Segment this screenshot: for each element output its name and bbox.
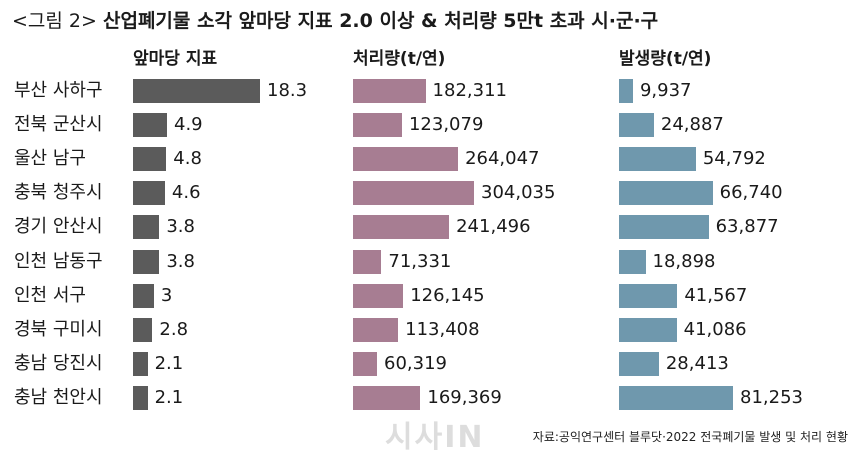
bar (133, 283, 154, 308)
bar (353, 113, 402, 138)
bar (353, 351, 377, 376)
data-label: 126,145 (410, 284, 485, 306)
data-label: 4.8 (173, 148, 202, 170)
bar (619, 215, 709, 240)
bar (133, 351, 148, 376)
data-label: 2.1 (154, 352, 184, 374)
source-note: 자료:공익연구센터 블루닷·2022 전국폐기물 발생 및 처리 현황 (532, 430, 848, 444)
chart-title: <그림 2> 산업폐기물 소각 앞마당 지표 2.0 이상 & 처리량 5만t … (12, 6, 658, 33)
data-label: 2.1 (154, 386, 184, 408)
data-label: 24,887 (660, 114, 724, 136)
bar (353, 385, 421, 410)
bar (619, 385, 733, 410)
data-label: 66,740 (719, 182, 783, 204)
data-label: 2.8 (159, 318, 189, 340)
bar (133, 317, 153, 342)
bar (353, 249, 382, 274)
data-label: 41,567 (684, 284, 748, 306)
bar (619, 113, 654, 138)
bar (619, 351, 659, 376)
series-header: 발생량(t/연) (619, 49, 712, 69)
bar (619, 147, 696, 172)
data-label: 28,413 (665, 352, 729, 374)
data-label: 182,311 (432, 80, 507, 101)
bar (133, 215, 160, 240)
category-label: 충남 천안시 (14, 386, 103, 408)
figure-number: <그림 2> (12, 10, 97, 32)
data-label: 304,035 (481, 182, 556, 204)
category-label: 부산 사하구 (14, 80, 103, 101)
data-label: 81,253 (740, 386, 803, 408)
category-label: 충남 당진시 (14, 352, 103, 374)
data-label: 60,319 (384, 352, 447, 374)
data-label: 41,086 (683, 318, 747, 340)
bar (133, 181, 165, 206)
data-label: 264,047 (465, 148, 540, 170)
category-label: 인천 서구 (14, 284, 86, 306)
bar (619, 181, 713, 206)
category-label: 전북 군산시 (14, 114, 103, 136)
data-label: 9,937 (639, 80, 692, 101)
bar (353, 181, 474, 206)
data-label: 54,792 (702, 148, 766, 170)
category-label: 인천 남동구 (14, 250, 103, 272)
data-label: 18.3 (267, 80, 308, 101)
bar (353, 283, 404, 308)
bar (133, 113, 167, 138)
series-header: 앞마당 지표 (133, 49, 218, 69)
bar (353, 147, 459, 172)
data-label: 123,079 (408, 114, 484, 136)
data-label: 63,877 (715, 216, 779, 238)
data-label: 3.8 (166, 250, 195, 272)
bar (133, 385, 148, 410)
bar (619, 317, 677, 342)
data-label: 4.9 (174, 114, 203, 136)
data-label: 3 (160, 284, 173, 306)
category-label: 충북 청주시 (14, 182, 103, 204)
data-label: 71,331 (388, 250, 452, 272)
bar (619, 249, 646, 274)
bar (133, 249, 160, 274)
bar (353, 215, 450, 240)
series-header: 처리량(t/연) (353, 49, 446, 69)
category-label: 울산 남구 (14, 148, 86, 170)
data-label: 4.6 (171, 182, 201, 204)
title-text: 산업폐기물 소각 앞마당 지표 2.0 이상 & 처리량 5만t 초과 시·군·… (102, 10, 659, 32)
bar (619, 79, 633, 103)
category-label: 경북 구미시 (14, 318, 103, 340)
data-label: 241,496 (456, 216, 531, 238)
bar (133, 79, 260, 103)
bar (619, 283, 678, 308)
data-label: 3.8 (166, 216, 195, 238)
data-label: 18,898 (652, 250, 716, 272)
category-label: 경기 안산시 (14, 216, 103, 238)
bar (353, 317, 399, 342)
bar (133, 147, 167, 172)
data-label: 169,369 (427, 386, 502, 408)
data-label: 113,408 (405, 318, 480, 340)
watermark: 시사IN (385, 420, 485, 455)
bar (353, 79, 426, 103)
